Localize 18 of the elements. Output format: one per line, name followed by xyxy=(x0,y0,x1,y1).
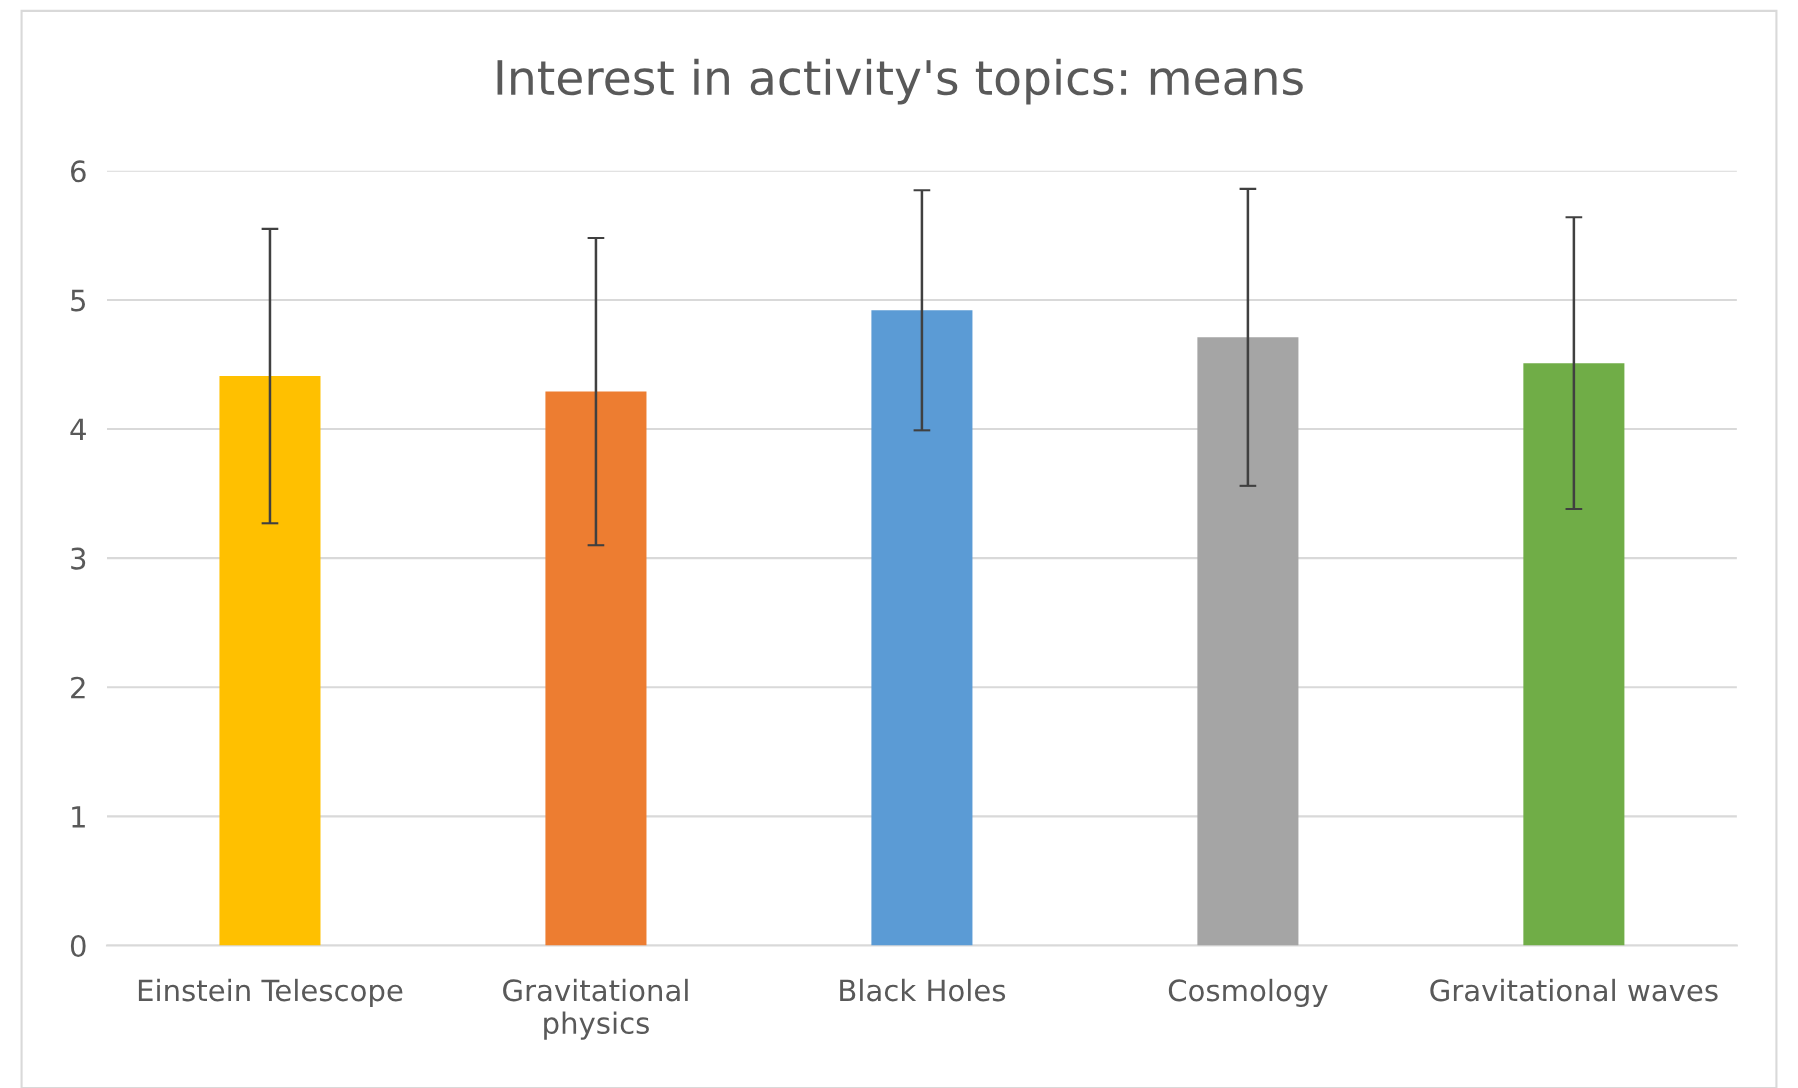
y-tick-label: 6 xyxy=(71,160,86,183)
chart-title: Interest in activity's topics: means xyxy=(497,58,1303,105)
y-tick-label: 3 xyxy=(71,547,86,570)
bar xyxy=(219,376,321,946)
x-tick-label: Black Holes xyxy=(840,978,1006,1002)
bar xyxy=(545,391,647,946)
y-tick-label: 5 xyxy=(71,289,85,312)
bar xyxy=(1197,337,1299,946)
bar xyxy=(871,310,973,946)
y-tick-label: 0 xyxy=(70,934,86,957)
x-tick-label: Gravitational physics xyxy=(503,978,688,1040)
bar xyxy=(1523,363,1625,946)
x-tick-label: Einstein Telescope xyxy=(138,978,403,1008)
x-tick-label: Cosmology xyxy=(1168,978,1328,1008)
x-tick-label: Gravitational waves xyxy=(1430,978,1718,1002)
y-tick-label: 4 xyxy=(70,418,86,441)
y-tick-label: 2 xyxy=(71,676,85,699)
y-tick-label: 1 xyxy=(72,806,85,828)
